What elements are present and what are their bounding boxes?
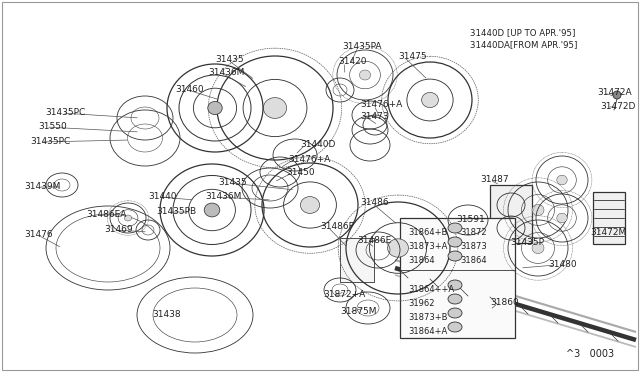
Text: 31460: 31460 <box>175 85 204 94</box>
Bar <box>593 192 625 244</box>
Ellipse shape <box>204 203 220 217</box>
Text: 31486F: 31486F <box>320 222 354 231</box>
Text: 31962: 31962 <box>408 299 435 308</box>
Ellipse shape <box>613 91 621 99</box>
Text: 31864: 31864 <box>408 256 435 265</box>
Ellipse shape <box>124 215 132 221</box>
Text: 31450: 31450 <box>286 168 315 177</box>
Text: 31473: 31473 <box>360 112 388 121</box>
Bar <box>490 185 532 243</box>
Text: 31440DA[FROM APR.'95]: 31440DA[FROM APR.'95] <box>470 40 577 49</box>
Ellipse shape <box>532 243 544 254</box>
Text: 31435PA: 31435PA <box>342 42 381 51</box>
Ellipse shape <box>448 237 462 247</box>
Text: 31476: 31476 <box>24 230 52 239</box>
Text: 31435PC: 31435PC <box>45 108 85 117</box>
Ellipse shape <box>264 97 287 118</box>
Text: 31420: 31420 <box>338 57 367 66</box>
Ellipse shape <box>557 175 567 185</box>
Text: 31436M: 31436M <box>205 192 241 201</box>
Ellipse shape <box>532 204 544 216</box>
Text: 31472M: 31472M <box>590 228 627 237</box>
Text: 31487: 31487 <box>480 175 509 184</box>
Text: 31438: 31438 <box>152 310 180 319</box>
Ellipse shape <box>422 92 438 108</box>
Text: 31550: 31550 <box>38 122 67 131</box>
Text: 31476+A: 31476+A <box>360 100 403 109</box>
Text: 31472A: 31472A <box>597 88 632 97</box>
Text: 31872: 31872 <box>460 228 486 237</box>
Text: 31480: 31480 <box>548 260 577 269</box>
Text: 31472D: 31472D <box>600 102 636 111</box>
Text: 31475: 31475 <box>398 52 427 61</box>
Ellipse shape <box>448 322 462 332</box>
Text: 31435PC: 31435PC <box>30 137 70 146</box>
Ellipse shape <box>388 239 408 257</box>
Bar <box>400 218 515 338</box>
Text: 31440D [UP TO APR.'95]: 31440D [UP TO APR.'95] <box>470 28 575 37</box>
Ellipse shape <box>557 213 567 223</box>
Text: 31486EA: 31486EA <box>86 210 126 219</box>
Ellipse shape <box>360 70 371 80</box>
Ellipse shape <box>448 251 462 261</box>
Text: 31476+A: 31476+A <box>288 155 330 164</box>
Text: 31486E: 31486E <box>357 236 391 245</box>
Text: 31435: 31435 <box>215 55 244 64</box>
Ellipse shape <box>448 223 462 233</box>
Text: 31872+A: 31872+A <box>323 290 365 299</box>
Text: 31436M: 31436M <box>208 68 244 77</box>
Text: 31439M: 31439M <box>24 182 60 191</box>
Text: 31875M: 31875M <box>340 307 376 316</box>
Text: 31864+A: 31864+A <box>408 327 447 336</box>
Ellipse shape <box>448 280 462 290</box>
Text: 31486: 31486 <box>360 198 388 207</box>
Ellipse shape <box>300 196 319 214</box>
Text: 31591: 31591 <box>456 215 484 224</box>
Text: ^3   0003: ^3 0003 <box>566 349 614 359</box>
Text: 31873+B: 31873+B <box>408 313 447 322</box>
Text: 31864+B: 31864+B <box>408 228 447 237</box>
Ellipse shape <box>448 294 462 304</box>
Ellipse shape <box>208 102 222 115</box>
Text: 31435: 31435 <box>218 178 246 187</box>
Text: 31469: 31469 <box>104 225 132 234</box>
Text: 31873: 31873 <box>460 242 487 251</box>
Bar <box>340 238 374 282</box>
Text: 31860: 31860 <box>490 298 519 307</box>
Text: 31440D: 31440D <box>300 140 335 149</box>
Text: 31440: 31440 <box>148 192 177 201</box>
Text: 31864++A: 31864++A <box>408 285 454 294</box>
Ellipse shape <box>448 308 462 318</box>
Text: 31435PB: 31435PB <box>156 207 196 216</box>
Text: 31873+A: 31873+A <box>408 242 447 251</box>
Text: 31864: 31864 <box>460 256 486 265</box>
Text: 31435P: 31435P <box>510 238 544 247</box>
